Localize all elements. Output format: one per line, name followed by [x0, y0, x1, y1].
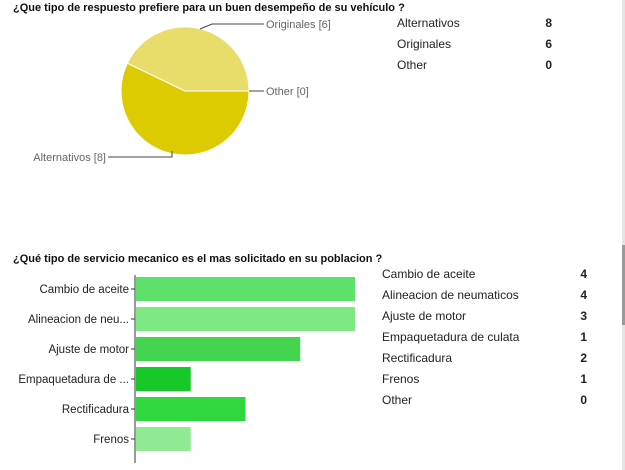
pie-chart: Alternativos [8] Originales [6] Other [0]	[33, 19, 331, 164]
summary-count: 1	[580, 372, 587, 386]
bar-6	[136, 427, 191, 451]
summary-label: Other	[382, 393, 413, 407]
bar-category-label: Rectificadura	[62, 404, 130, 416]
summary-count: 8	[545, 16, 552, 30]
bar-4	[136, 367, 191, 391]
bar-2	[136, 307, 355, 331]
question-1-title: ¿Que tipo de respuesto prefiere para un …	[13, 2, 405, 14]
bar-category-label: Cambio de aceite	[40, 284, 130, 296]
summary-count: 0	[545, 58, 552, 72]
summary-label: Alineacion de neumaticos	[382, 288, 519, 302]
summary-label: Cambio de aceite	[382, 267, 476, 281]
bar-1	[136, 277, 355, 301]
bar-category-label: Alineacion de neu...	[28, 314, 129, 326]
summary-count: 1	[580, 330, 587, 344]
summary-label: Frenos	[382, 372, 420, 386]
scrollbar-thumb[interactable]	[622, 245, 625, 325]
bar-category-label: Frenos	[93, 434, 129, 446]
summary-label: Rectificadura	[382, 351, 453, 365]
summary-label: Empaquetadura de culata	[382, 330, 520, 344]
bar-category-label: Ajuste de motor	[48, 344, 129, 356]
pie-leader-line	[108, 151, 173, 158]
pie-leader-line	[199, 23, 264, 30]
summary-label: Other	[397, 58, 428, 72]
summary-label: Alternativos	[397, 16, 460, 30]
page-scrollbar[interactable]	[622, 0, 625, 470]
question-2-title: ¿Qué tipo de servicio mecanico es el mas…	[13, 253, 383, 265]
pie-label: Originales [6]	[266, 19, 331, 31]
summary-count: 4	[580, 267, 587, 281]
summary-count: 4	[580, 288, 587, 302]
summary-count: 6	[545, 37, 552, 51]
bar-category-label: Empaquetadura de ...	[18, 374, 129, 386]
pie-slice-alternativos	[120, 62, 250, 156]
summary-label: Originales	[397, 37, 452, 51]
summary-count: 2	[580, 351, 587, 365]
pie-label: Alternativos [8]	[33, 152, 106, 164]
pie-label: Other [0]	[266, 86, 309, 98]
bar-5	[136, 397, 246, 421]
summary-label: Ajuste de motor	[382, 309, 467, 323]
summary-count: 3	[580, 309, 587, 323]
summary-count: 0	[580, 393, 587, 407]
bar-3	[136, 337, 301, 361]
pie-slice-originales	[126, 26, 250, 92]
